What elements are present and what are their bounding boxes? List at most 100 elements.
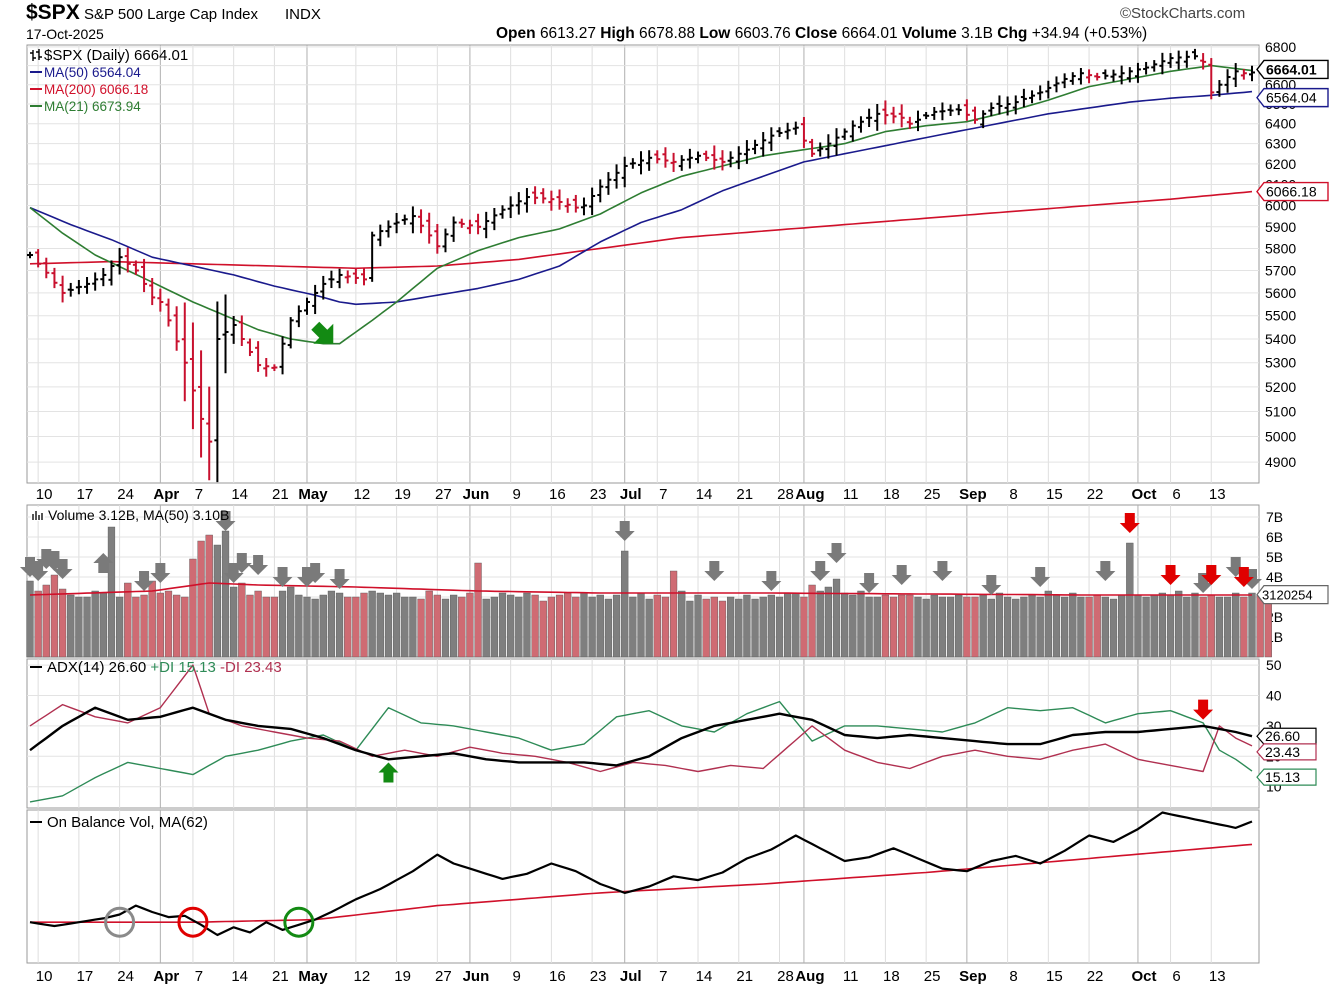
arrow-down-icon [1030,567,1051,587]
x-tick-label: 23 [590,486,607,503]
arrow-down-icon [1160,565,1181,585]
price-bar [548,190,555,211]
price-bar [638,151,644,175]
volume-bar [450,594,458,658]
price-bar [686,148,693,169]
price-badge: 6664.01 [1256,59,1329,80]
close-label: Close [795,25,838,42]
volume-bar [287,586,295,658]
price-tick-label: 5800 [1265,240,1296,256]
price-bar [426,212,433,244]
price-tick-label: 5600 [1265,285,1296,301]
volume-bar [759,596,767,658]
volume-bar [458,596,466,658]
price-bar [238,315,245,347]
x-tick-label: Oct [1131,486,1156,503]
price-bar [580,197,587,216]
x-tick-label: Aug [795,486,824,503]
price-tick-label: 6200 [1265,156,1296,172]
x-tick-label: 13 [1209,968,1226,985]
chart-header: $SPX S&P 500 Large Cap Index INDX 17-Oct… [0,0,1329,44]
x-tick-label: 28 [777,486,794,503]
price-bar [882,100,889,125]
price-bar [980,110,987,129]
price-bar [752,139,759,155]
x-tick-label: 10 [36,968,53,985]
price-bar [947,104,954,116]
price-bar [352,267,359,284]
volume-bar [808,584,816,658]
volume-bar [67,594,75,658]
price-bar [491,207,498,231]
volume-bar [726,596,735,658]
price-bar [646,150,653,171]
price-bar [43,257,50,279]
price-bar [678,155,685,171]
volume-bar [1142,596,1150,658]
price-bar [719,150,726,171]
x-tick-label: 14 [696,968,713,985]
price-tick-label: 6300 [1265,136,1296,152]
price-bars [27,48,1255,483]
price-bar [499,205,506,219]
high-label: High [600,25,635,42]
volume-bar [1223,596,1232,658]
volume-bar [515,596,523,658]
volume-bar [1256,594,1264,658]
price-bar [434,223,441,254]
volume-bar [857,590,865,658]
volume-bar [278,590,287,658]
price-bar [466,219,473,234]
price-bar [157,288,164,312]
volume-bar [99,592,107,658]
volume-bar [1052,594,1061,658]
x-tick-label: 19 [394,486,411,503]
volume-bar [507,594,515,658]
x-tick-label: 21 [736,486,753,503]
panel-frame-obv [26,809,1260,964]
volume-bar [490,596,498,658]
arrow-down-icon [1193,699,1214,720]
volume-bar [767,594,775,658]
x-tick-label: 12 [354,486,371,503]
adx-badge-label: 26.60 [1265,728,1300,744]
x-tick-label: 22 [1087,486,1104,503]
close-value: 6664.01 [841,25,898,42]
x-tick-label: Apr [153,968,179,985]
price-bar [1118,65,1125,85]
volume-bar [702,598,710,658]
price-bar [817,142,824,157]
volume-bar [58,588,67,658]
x-tick-label: 9 [512,486,520,503]
x-tick-label: May [298,486,328,503]
arrow-down-icon [150,563,171,583]
volume-bar [800,596,808,658]
price-bar [84,276,91,294]
price-bar [963,99,970,121]
price-bar [246,338,253,357]
volume-bar [751,598,759,658]
adx-legend-entry: -DI 23.43 [216,659,282,676]
price-bar [572,194,579,213]
x-tick-label: 6 [1172,968,1180,985]
volume-bar [230,586,238,658]
volume-bar [376,592,384,658]
volume-bar [792,592,800,658]
x-tick-label: Sep [959,968,987,985]
chg-label: Chg [997,25,1028,42]
price-bar [279,336,286,375]
brand-logo: ©StockCharts.com [1120,5,1246,22]
bar-icon [30,49,42,61]
adx-tick-label: 40 [1266,687,1282,703]
volume-bar [270,596,279,658]
volume-bar [197,540,205,658]
volume-bar [1061,596,1069,658]
price-bar [401,214,408,225]
adx-tick-label: 50 [1266,657,1282,673]
volume-bar [898,594,906,658]
volume-bar [889,596,898,658]
volume-bar [784,592,792,658]
volume-bar [50,574,59,658]
price-bar [556,189,563,210]
volume-bar [262,596,270,658]
